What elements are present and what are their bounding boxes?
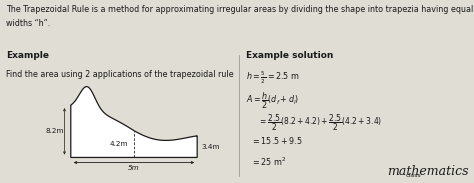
- Text: $h = \frac{5}{2} = 2.5\ \mathrm{m}$: $h = \frac{5}{2} = 2.5\ \mathrm{m}$: [246, 70, 301, 86]
- Text: $= \dfrac{2.5}{2}(8.2+4.2)+\dfrac{2.5}{2}(4.2+3.4)$: $= \dfrac{2.5}{2}(8.2+4.2)+\dfrac{2.5}{2…: [258, 113, 383, 133]
- Text: widths “h”.: widths “h”.: [6, 19, 50, 28]
- Text: Example: Example: [6, 51, 49, 60]
- Text: 3.4m: 3.4m: [202, 144, 220, 150]
- Text: $= 25\ \mathrm{m}^2$: $= 25\ \mathrm{m}^2$: [251, 156, 287, 168]
- Text: $= 15.5 + 9.5$: $= 15.5 + 9.5$: [251, 135, 303, 146]
- Text: class: class: [405, 173, 421, 178]
- Text: mathematics: mathematics: [387, 165, 468, 178]
- Text: Example solution: Example solution: [246, 51, 334, 60]
- Polygon shape: [71, 87, 197, 157]
- Text: The Trapezoidal Rule is a method for approximating irregular areas by dividing t: The Trapezoidal Rule is a method for app…: [6, 5, 473, 14]
- Text: 8.2m: 8.2m: [45, 128, 64, 134]
- Text: $A = \dfrac{h}{2}\left(d_f + d_l\right)$: $A = \dfrac{h}{2}\left(d_f + d_l\right)$: [246, 91, 300, 111]
- Text: Find the area using 2 applications of the trapezoidal rule: Find the area using 2 applications of th…: [6, 70, 233, 79]
- Text: 5m: 5m: [128, 165, 140, 171]
- Text: 4.2m: 4.2m: [109, 141, 128, 147]
